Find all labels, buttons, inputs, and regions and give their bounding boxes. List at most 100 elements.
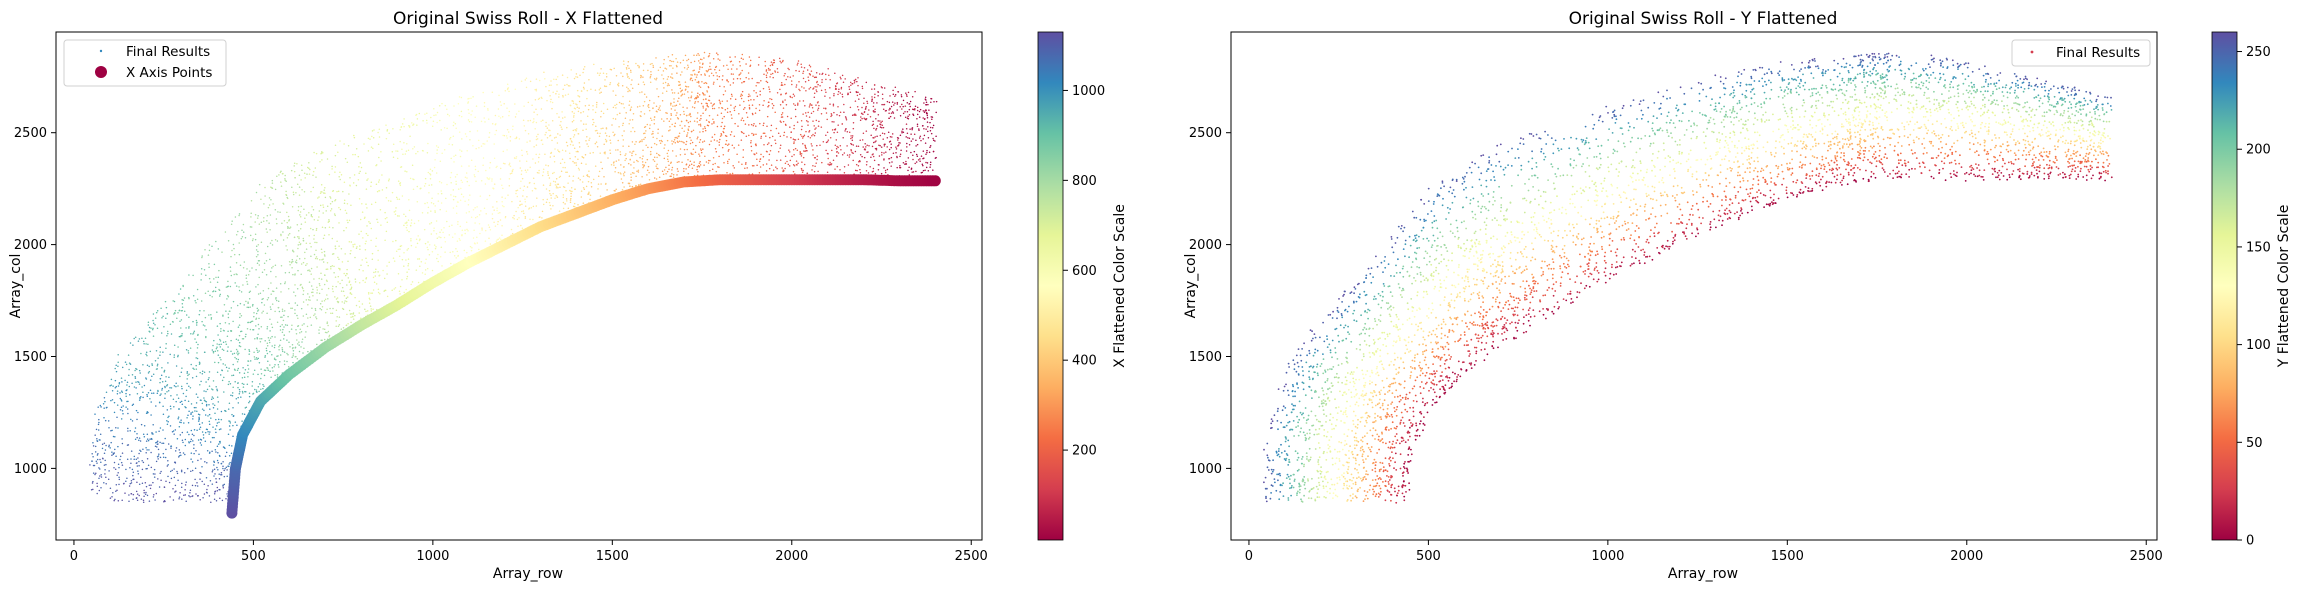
data-point — [331, 200, 334, 203]
data-point — [893, 104, 895, 106]
data-point — [239, 330, 242, 333]
data-point — [487, 109, 489, 111]
data-point — [193, 406, 196, 409]
data-point — [782, 170, 784, 173]
data-point — [180, 400, 183, 403]
data-point — [772, 59, 775, 61]
data-point — [228, 425, 231, 427]
data-point — [214, 361, 216, 364]
data-point — [269, 229, 271, 231]
data-point — [147, 391, 150, 394]
data-point — [858, 160, 861, 162]
data-point — [935, 135, 937, 137]
data-point — [473, 174, 476, 176]
data-point — [291, 258, 294, 261]
data-point — [699, 66, 701, 68]
data-point — [132, 403, 135, 405]
data-point — [904, 116, 907, 119]
data-point — [241, 413, 244, 415]
data-point — [685, 140, 688, 143]
data-point — [617, 139, 619, 142]
data-point — [205, 405, 208, 407]
data-point — [222, 314, 224, 316]
data-point — [771, 72, 774, 75]
data-point — [232, 406, 234, 409]
data-point — [793, 141, 795, 143]
data-point — [406, 224, 408, 226]
data-point — [126, 477, 128, 480]
data-point — [355, 304, 358, 307]
data-point — [579, 179, 581, 181]
data-point — [191, 411, 194, 413]
data-point — [668, 164, 670, 167]
data-point — [271, 179, 274, 182]
data-point — [238, 213, 241, 215]
data-point — [201, 431, 204, 433]
data-point — [585, 128, 587, 131]
data-point — [586, 89, 589, 92]
data-point — [457, 221, 459, 223]
data-point — [745, 111, 748, 114]
data-point — [415, 246, 417, 248]
data-point — [769, 76, 771, 78]
data-point — [362, 270, 364, 272]
data-point — [156, 392, 159, 394]
data-point — [739, 95, 742, 97]
data-point — [620, 72, 622, 74]
data-point — [143, 342, 145, 345]
data-point — [395, 250, 398, 253]
data-point — [180, 310, 183, 312]
data-point — [470, 249, 473, 252]
data-point — [742, 108, 745, 111]
data-point — [277, 211, 279, 213]
data-point — [417, 220, 420, 222]
data-point — [812, 154, 814, 156]
data-point — [287, 288, 290, 290]
data-point — [502, 187, 504, 190]
data-point — [331, 253, 334, 255]
data-point — [120, 400, 123, 402]
data-point — [435, 114, 437, 116]
data-point — [238, 372, 241, 374]
data-point — [560, 170, 563, 172]
data-point — [859, 93, 861, 96]
data-point — [896, 145, 899, 147]
data-point — [661, 170, 664, 173]
data-point — [600, 127, 602, 130]
data-point — [648, 171, 650, 174]
data-point — [606, 108, 609, 111]
data-point — [198, 417, 200, 420]
data-point — [139, 397, 141, 399]
data-point — [718, 144, 721, 146]
data-point — [335, 325, 337, 328]
data-point — [394, 286, 397, 289]
data-point — [308, 167, 310, 169]
data-point — [662, 63, 665, 65]
data-point — [254, 233, 257, 235]
data-point — [524, 198, 526, 201]
data-point — [874, 108, 876, 111]
data-point — [631, 87, 634, 89]
data-point — [214, 290, 217, 293]
data-point — [375, 268, 377, 270]
data-point — [406, 271, 408, 273]
data-point — [221, 379, 224, 382]
data-point — [905, 136, 907, 138]
data-point — [807, 135, 809, 138]
data-point — [181, 403, 184, 406]
data-point — [875, 127, 878, 130]
data-point — [547, 174, 550, 177]
data-point — [155, 431, 157, 433]
data-point — [510, 172, 513, 174]
data-point — [130, 462, 132, 465]
data-point — [296, 235, 299, 238]
data-point — [927, 170, 930, 172]
data-point — [534, 162, 537, 164]
data-point — [245, 277, 248, 279]
data-point — [223, 483, 226, 486]
data-point — [282, 172, 284, 175]
data-point — [715, 151, 718, 153]
data-point — [192, 274, 194, 277]
data-point — [467, 101, 470, 103]
data-point — [883, 167, 885, 169]
